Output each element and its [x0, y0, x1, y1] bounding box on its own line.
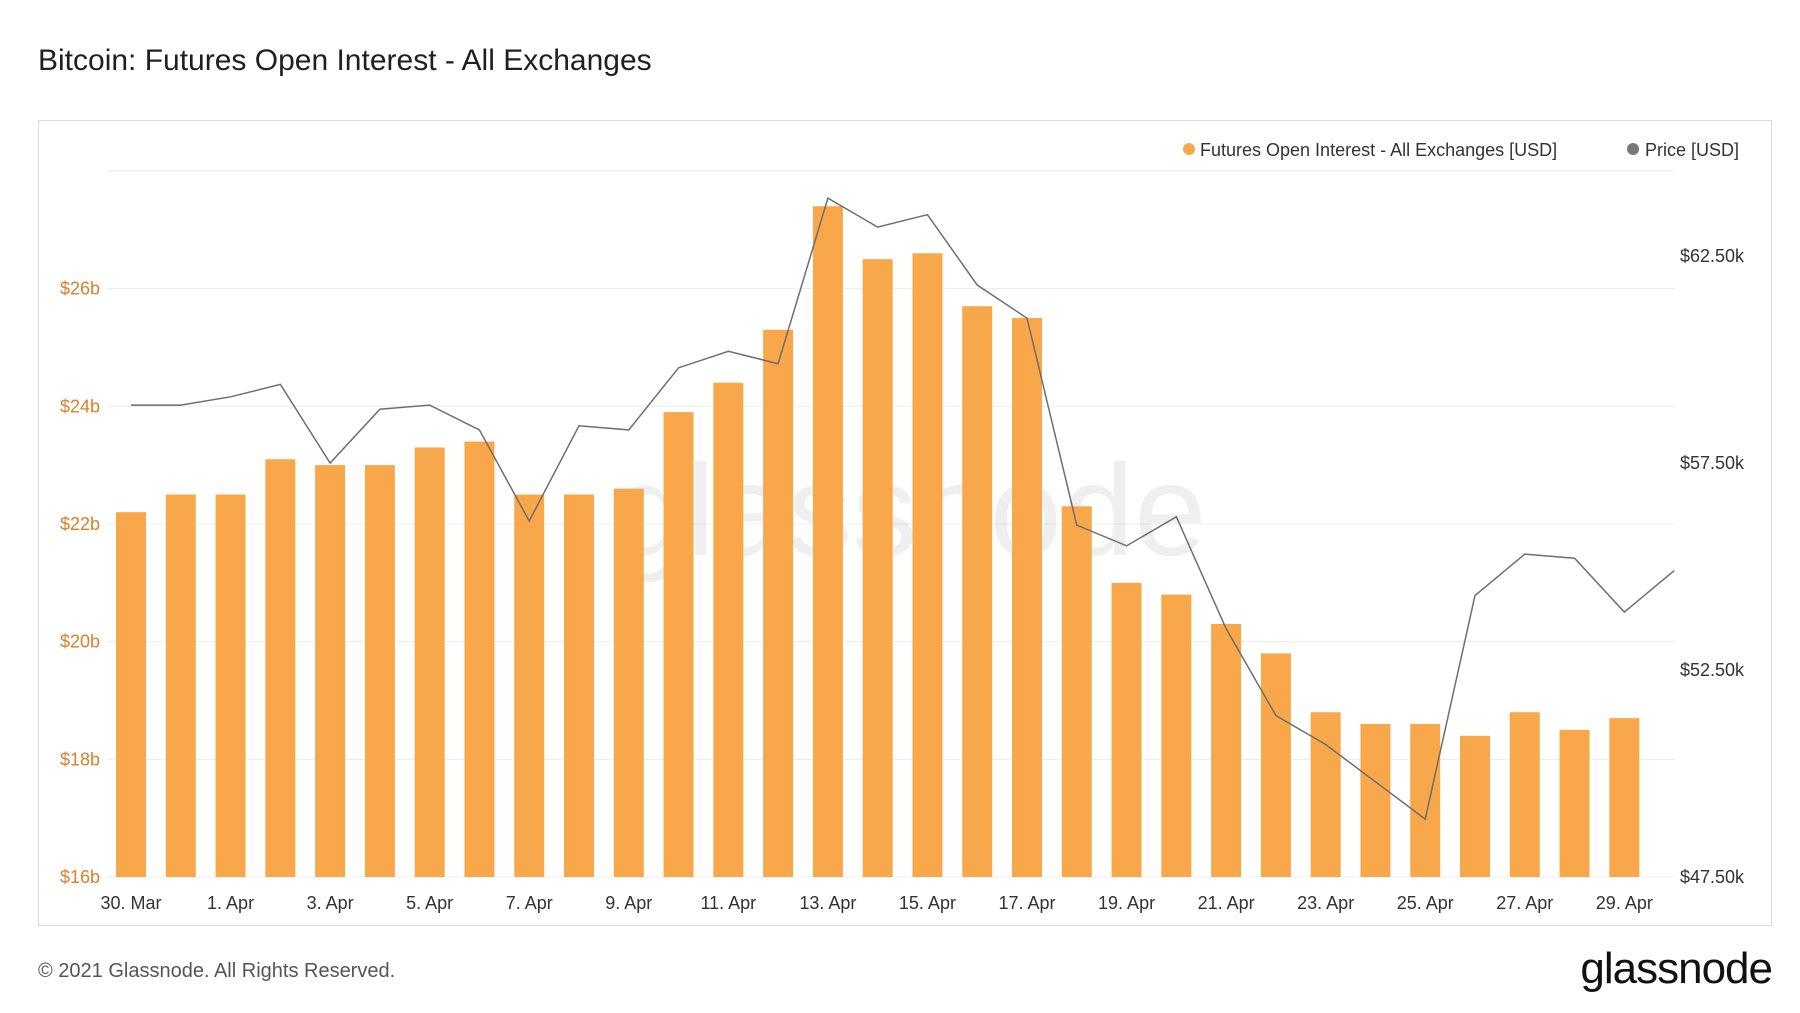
bar-23: [1260, 653, 1291, 877]
price-line-group: [131, 196, 1675, 821]
bar-2: [215, 494, 246, 877]
bar-26: [1410, 724, 1441, 877]
x-tick-label: 9. Apr: [605, 893, 652, 913]
bar-7: [464, 441, 495, 877]
left-tick-label: $22b: [60, 514, 100, 534]
legend-label-open-interest[interactable]: Futures Open Interest - All Exchanges [U…: [1200, 140, 1557, 160]
bar-8: [514, 494, 545, 877]
x-tick-label: 15. Apr: [899, 893, 956, 913]
x-tick-label: 3. Apr: [307, 893, 354, 913]
bar-15: [862, 259, 893, 877]
bar-30: [1609, 718, 1640, 877]
right-axis-ticks: $47.50k $52.50k $57.50k $62.50k: [1680, 246, 1745, 887]
x-tick-label: 29. Apr: [1596, 893, 1653, 913]
right-tick-label: $52.50k: [1680, 660, 1745, 680]
x-tick-label: 23. Apr: [1297, 893, 1354, 913]
bar-29: [1559, 729, 1590, 877]
x-tick-label: 21. Apr: [1198, 893, 1255, 913]
left-tick-label: $24b: [60, 396, 100, 416]
x-tick-label: 11. Apr: [700, 893, 756, 913]
x-tick-label: 25. Apr: [1397, 893, 1454, 913]
bar-27: [1460, 735, 1490, 877]
x-axis-ticks: 30. Mar 1. Apr 3. Apr 5. Apr 7. Apr 9. Apr 11.…: [100, 893, 1652, 913]
bar-9: [564, 494, 594, 877]
bar-20: [1111, 582, 1142, 877]
bar-3: [265, 459, 296, 877]
bar-28: [1509, 712, 1540, 877]
legend-label-price[interactable]: Price [USD]: [1645, 140, 1739, 160]
x-tick-label: 1. Apr: [207, 893, 254, 913]
x-tick-label: 13. Apr: [799, 893, 856, 913]
bar-24: [1310, 712, 1341, 877]
bar-14: [812, 206, 843, 878]
right-tick-label: $62.50k: [1680, 246, 1745, 266]
bar-11: [663, 412, 694, 877]
bar-25: [1360, 724, 1391, 877]
bar-5: [364, 465, 395, 877]
left-tick-label: $20b: [60, 632, 100, 652]
x-tick-label: 19. Apr: [1098, 893, 1155, 913]
left-tick-label: $26b: [60, 279, 100, 299]
bar-17: [962, 306, 993, 877]
x-tick-label: 27. Apr: [1496, 893, 1553, 913]
x-tick-label: 7. Apr: [506, 893, 553, 913]
x-tick-label: 30. Mar: [100, 893, 161, 913]
bar-21: [1161, 594, 1192, 877]
bar-6: [414, 447, 445, 877]
left-axis-ticks: $16b $18b $20b $22b $24b $26b: [60, 279, 100, 887]
left-tick-label: $16b: [60, 867, 100, 887]
right-tick-label: $47.50k: [1680, 867, 1745, 887]
watermark: glassnode: [614, 437, 1207, 583]
legend: Futures Open Interest - All Exchanges [U…: [1183, 140, 1739, 160]
price-line: [131, 196, 1675, 821]
copyright-footer: © 2021 Glassnode. All Rights Reserved.: [38, 960, 396, 982]
bar-22: [1211, 623, 1242, 877]
left-tick-label: $18b: [60, 749, 100, 769]
right-tick-label: $57.50k: [1680, 453, 1745, 473]
bar-10: [613, 488, 644, 877]
bar-18: [1012, 317, 1042, 878]
bar-13: [763, 329, 794, 877]
x-tick-label: 17. Apr: [998, 893, 1055, 913]
chart-frame: [38, 120, 1772, 926]
bar-19: [1061, 506, 1092, 877]
legend-dot-price: [1627, 143, 1639, 155]
open-interest-bars: [116, 206, 1640, 878]
bar-0: [116, 512, 146, 877]
bar-4: [315, 465, 346, 877]
chart-title: Bitcoin: Futures Open Interest - All Exc…: [38, 44, 652, 77]
bar-12: [713, 382, 744, 877]
legend-dot-open-interest: [1183, 143, 1195, 155]
glassnode-logo: glassnode: [1580, 944, 1773, 993]
x-tick-label: 5. Apr: [406, 893, 453, 913]
bar-1: [165, 494, 196, 877]
bar-16: [912, 253, 943, 877]
